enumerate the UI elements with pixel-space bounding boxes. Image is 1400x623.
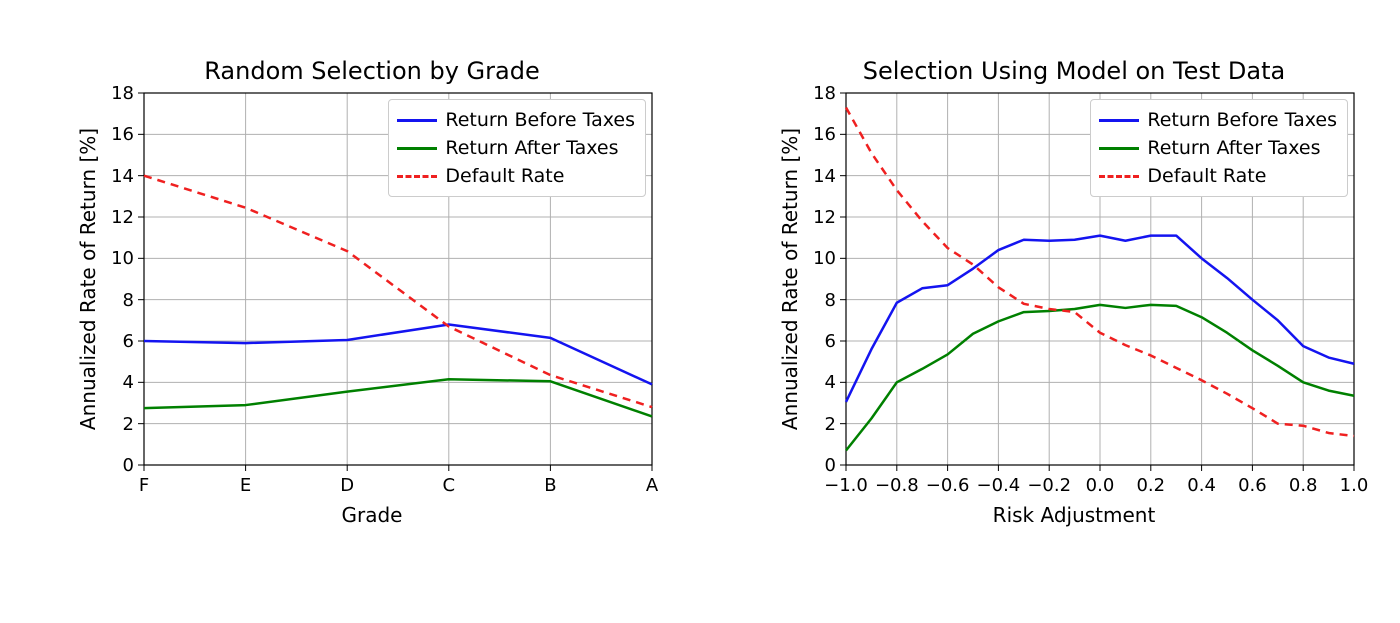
y-tick-label: 0: [123, 455, 134, 476]
y-tick-label: 16: [813, 124, 836, 145]
legend-item: Return After Taxes: [1099, 134, 1337, 162]
x-tick-label: 0.8: [1289, 475, 1318, 496]
y-axis-label: Annualized Rate of Return [%]: [778, 128, 802, 430]
x-tick-label: A: [646, 475, 658, 496]
series-line: [144, 324, 652, 384]
series-line: [144, 176, 652, 407]
y-tick-label: 14: [111, 166, 134, 187]
x-tick-label: F: [139, 475, 149, 496]
y-tick-label: 0: [825, 455, 836, 476]
x-tick-label: 1.0: [1340, 475, 1369, 496]
y-tick-label: 10: [111, 248, 134, 269]
y-tick-label: 12: [813, 207, 836, 228]
y-tick-label: 8: [123, 290, 134, 311]
y-tick-label: 18: [111, 83, 134, 104]
y-tick-label: 18: [813, 83, 836, 104]
chart-panel-right: Selection Using Model on Test DataAnnual…: [784, 45, 1364, 535]
chart-title: Random Selection by Grade: [82, 57, 662, 85]
y-axis-label: Annualized Rate of Return [%]: [76, 128, 100, 430]
y-tick-label: 2: [123, 414, 134, 435]
y-tick-label: 4: [825, 372, 836, 393]
legend-label: Return After Taxes: [445, 137, 618, 159]
y-tick-label: 6: [123, 331, 134, 352]
x-tick-label: −0.4: [977, 475, 1021, 496]
legend-item: Default Rate: [1099, 162, 1337, 190]
y-tick-label: 6: [825, 331, 836, 352]
legend-swatch: [1099, 175, 1139, 178]
y-tick-label: 2: [825, 414, 836, 435]
legend-label: Return After Taxes: [1147, 137, 1320, 159]
x-tick-label: −0.6: [926, 475, 970, 496]
x-tick-label: 0.4: [1187, 475, 1216, 496]
x-tick-label: E: [240, 475, 251, 496]
legend-swatch: [1099, 119, 1139, 122]
x-tick-label: D: [340, 475, 354, 496]
legend-swatch: [397, 119, 437, 122]
legend-item: Return Before Taxes: [1099, 106, 1337, 134]
y-tick-label: 8: [825, 290, 836, 311]
x-tick-label: −0.2: [1027, 475, 1071, 496]
x-tick-label: C: [443, 475, 456, 496]
legend-item: Return Before Taxes: [397, 106, 635, 134]
x-tick-label: 0.0: [1086, 475, 1115, 496]
chart-panel-left: Random Selection by GradeAnnualized Rate…: [82, 45, 662, 535]
x-tick-label: 0.6: [1238, 475, 1267, 496]
x-tick-label: B: [544, 475, 556, 496]
legend-swatch: [397, 147, 437, 150]
y-tick-label: 10: [813, 248, 836, 269]
chart-title: Selection Using Model on Test Data: [784, 57, 1364, 85]
legend-swatch: [1099, 147, 1139, 150]
y-tick-label: 12: [111, 207, 134, 228]
legend-label: Default Rate: [445, 165, 564, 187]
x-tick-label: 0.2: [1136, 475, 1165, 496]
x-axis-label: Grade: [82, 503, 662, 527]
legend-item: Return After Taxes: [397, 134, 635, 162]
x-axis-label: Risk Adjustment: [784, 503, 1364, 527]
legend-item: Default Rate: [397, 162, 635, 190]
legend-label: Return Before Taxes: [1147, 109, 1337, 131]
legend-label: Return Before Taxes: [445, 109, 635, 131]
x-tick-label: −1.0: [824, 475, 868, 496]
y-tick-label: 4: [123, 372, 134, 393]
chart-legend: Return Before Taxes Return After Taxes Def…: [1090, 99, 1348, 197]
figure-container: Random Selection by Grade Annualized Rate…: [0, 0, 1400, 623]
series-line: [144, 379, 652, 416]
y-tick-label: 14: [813, 166, 836, 187]
chart-legend: Return Before Taxes Return After Taxes Def…: [388, 99, 646, 197]
legend-label: Default Rate: [1147, 165, 1266, 187]
legend-swatch: [397, 175, 437, 178]
y-tick-label: 16: [111, 124, 134, 145]
x-tick-label: −0.8: [875, 475, 919, 496]
